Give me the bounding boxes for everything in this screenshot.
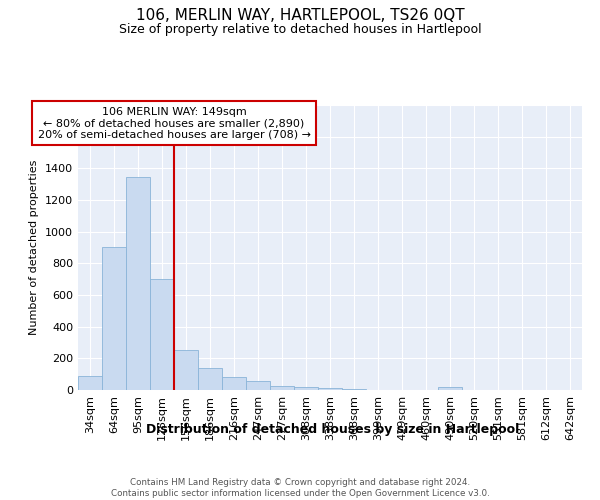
Bar (198, 368, 222, 390)
Bar (102, 246, 126, 390)
Bar (222, 376, 246, 390)
Bar (438, 387, 462, 390)
Bar (318, 388, 342, 390)
Text: Distribution of detached houses by size in Hartlepool: Distribution of detached houses by size … (146, 422, 520, 436)
Bar (150, 279, 174, 390)
Bar (342, 389, 366, 390)
Text: 106 MERLIN WAY: 149sqm
← 80% of detached houses are smaller (2,890)
20% of semi-: 106 MERLIN WAY: 149sqm ← 80% of detached… (37, 106, 311, 140)
Text: Contains HM Land Registry data © Crown copyright and database right 2024.
Contai: Contains HM Land Registry data © Crown c… (110, 478, 490, 498)
Bar (270, 386, 294, 390)
Y-axis label: Number of detached properties: Number of detached properties (29, 160, 40, 335)
Bar (246, 382, 270, 390)
Text: 106, MERLIN WAY, HARTLEPOOL, TS26 0QT: 106, MERLIN WAY, HARTLEPOOL, TS26 0QT (136, 8, 464, 22)
Bar (174, 350, 198, 390)
Text: Size of property relative to detached houses in Hartlepool: Size of property relative to detached ho… (119, 22, 481, 36)
Bar (294, 387, 318, 390)
Bar (78, 376, 102, 390)
Bar (126, 177, 150, 390)
